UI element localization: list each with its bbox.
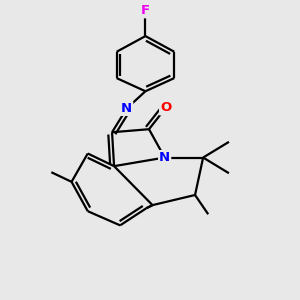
Text: O: O xyxy=(160,101,171,115)
Text: N: N xyxy=(159,151,170,164)
Text: N: N xyxy=(121,102,132,115)
Text: F: F xyxy=(141,4,150,17)
